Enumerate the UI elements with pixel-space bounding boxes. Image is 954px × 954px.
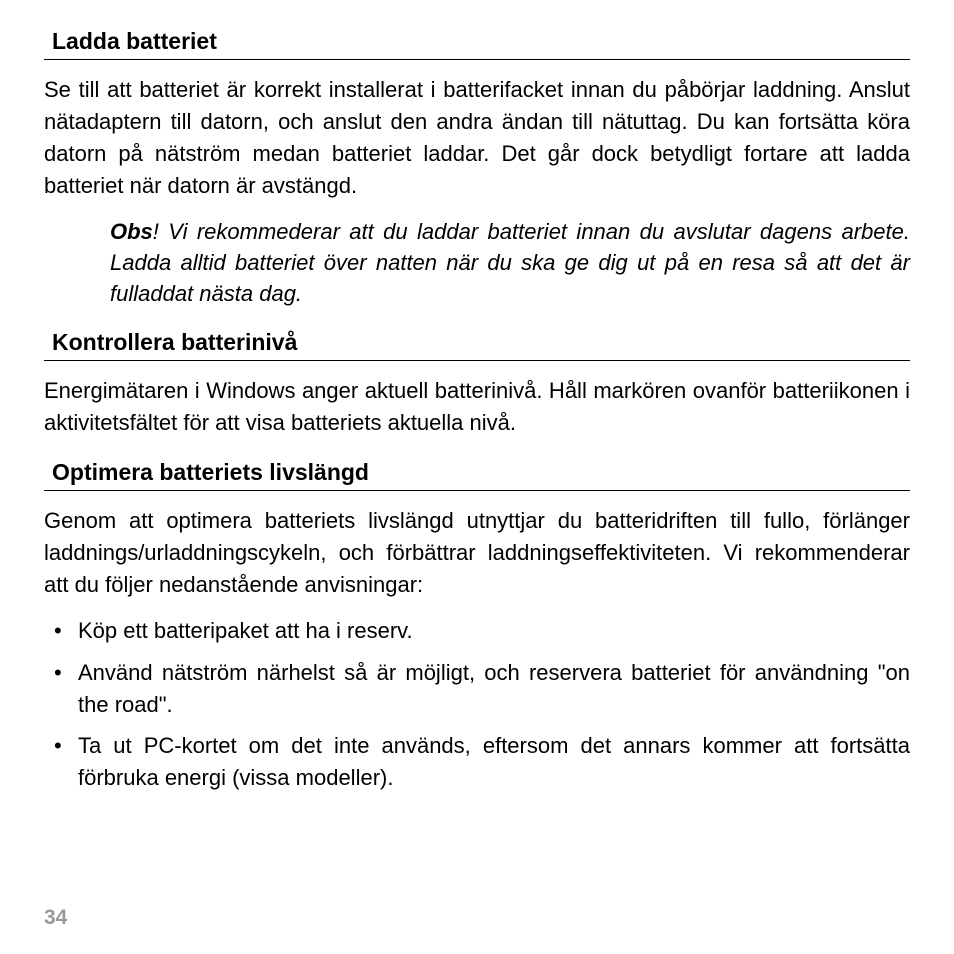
paragraph-check-level: Energimätaren i Windows anger aktuell ba… (44, 375, 910, 439)
note-label: Obs (110, 219, 153, 244)
note-charge-battery: Obs! Vi rekommederar att du laddar batte… (110, 216, 910, 310)
bullet-list-optimize: Köp ett batteripaket att ha i reserv. An… (44, 615, 910, 794)
heading-check-level: Kontrollera batterinivå (44, 329, 910, 361)
heading-charge-battery: Ladda batteriet (44, 28, 910, 60)
list-item: Använd nätström närhelst så är möjligt, … (44, 657, 910, 721)
list-item: Ta ut PC-kortet om det inte används, eft… (44, 730, 910, 794)
heading-optimize-life: Optimera batteriets livslängd (44, 459, 910, 491)
paragraph-optimize-life: Genom att optimera batteriets livslängd … (44, 505, 910, 601)
list-item: Köp ett batteripaket att ha i reserv. (44, 615, 910, 647)
paragraph-charge-battery: Se till att batteriet är korrekt install… (44, 74, 910, 202)
page-number: 34 (44, 906, 67, 930)
note-body: ! Vi rekommederar att du laddar batterie… (110, 219, 910, 306)
